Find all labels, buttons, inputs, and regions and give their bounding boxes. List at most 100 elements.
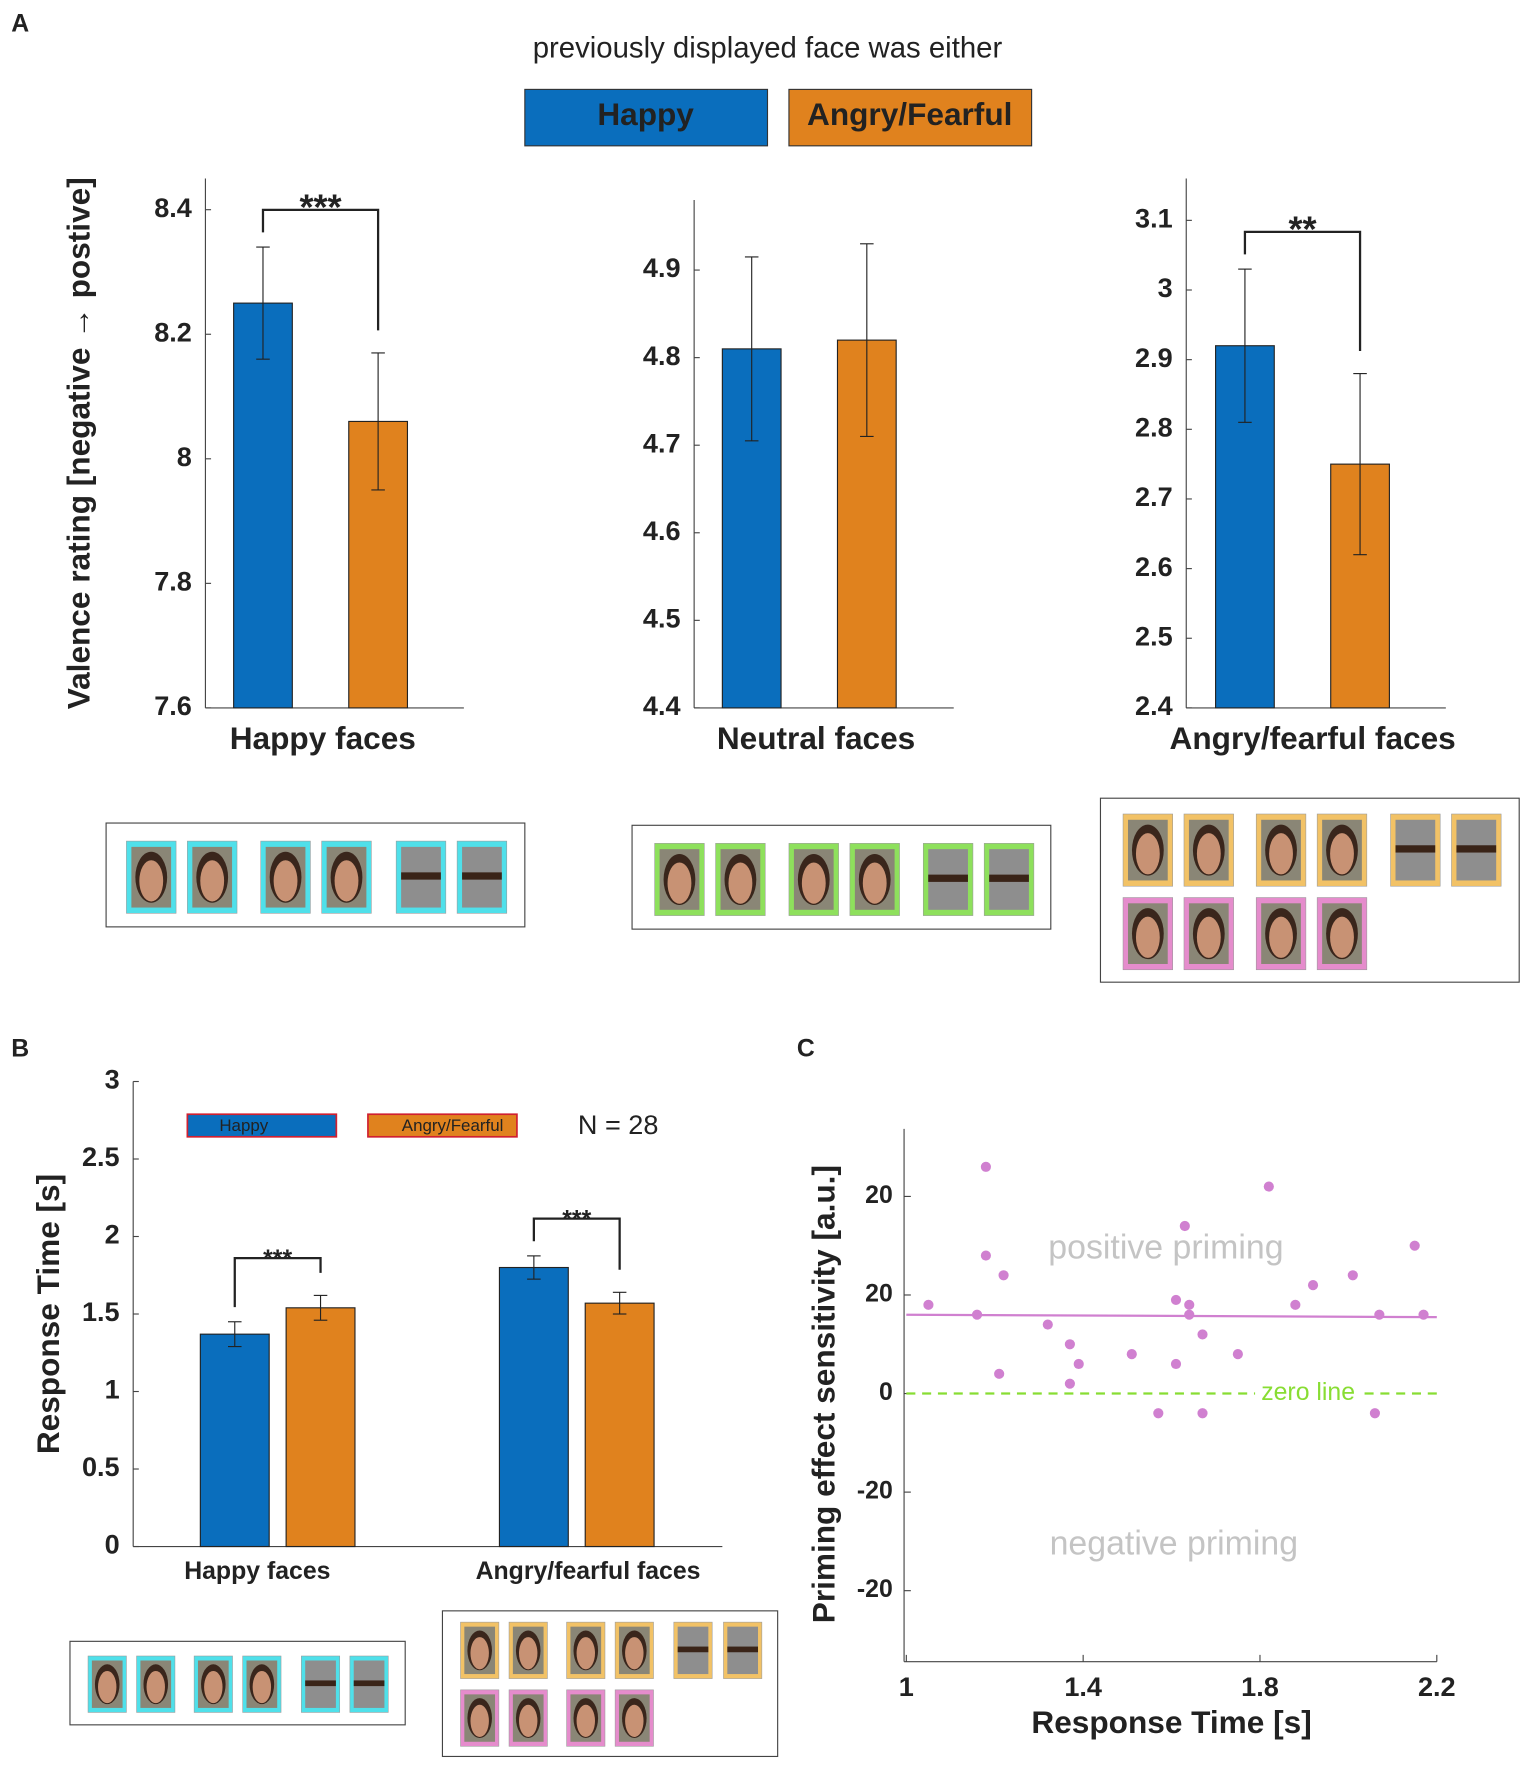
region-label: positive priming [1048, 1229, 1283, 1267]
y-tick-label: 0 [879, 1379, 893, 1406]
thumb-eyes [1395, 845, 1436, 853]
y-tick-label: 7.8 [154, 566, 192, 597]
point [1179, 1220, 1190, 1232]
point [1184, 1299, 1195, 1310]
point [923, 1299, 934, 1310]
bar [498, 1266, 569, 1548]
significance-bracket [261, 208, 380, 331]
y-tick-label: 7.6 [154, 690, 192, 721]
significance-bracket [532, 1217, 621, 1270]
legend-label: Angry/Fearful [402, 1116, 504, 1135]
x-category-label: Happy faces [230, 720, 416, 756]
legend-swatch [788, 88, 1033, 147]
significance-bracket [1243, 230, 1362, 352]
bar [233, 302, 293, 709]
significance-label: *** [299, 186, 342, 227]
y-tick-label: 3 [1158, 272, 1173, 303]
thumb-face [146, 1670, 165, 1704]
legend-label: Happy [219, 1116, 268, 1135]
y-tick-label: 0.5 [82, 1451, 120, 1482]
thumb-face [667, 862, 692, 904]
bar [285, 1307, 356, 1548]
thumb-eyes [677, 1646, 709, 1653]
point [998, 1270, 1009, 1281]
y-tick-label: 8.4 [154, 192, 192, 223]
x-tick-label: 1.8 [1241, 1671, 1279, 1702]
thumb-face [1269, 916, 1293, 958]
y-axis-label: Response Time [s] [30, 1174, 66, 1454]
point [1307, 1280, 1319, 1291]
x-axis-label: Response Time [s] [1031, 1704, 1311, 1740]
y-tick-label: -20 [857, 1576, 893, 1603]
x-category-label: Angry/fearful faces [476, 1558, 701, 1585]
x-category-label: Happy faces [184, 1558, 330, 1585]
zero-line-label-bg [1255, 1380, 1362, 1408]
y-tick-label: 20 [865, 1281, 893, 1308]
y-tick-label: 3 [105, 1064, 120, 1095]
thumb-face [470, 1704, 489, 1738]
thumb-face [470, 1637, 489, 1670]
significance-label: *** [562, 1206, 591, 1233]
thumb-face [728, 862, 753, 904]
thumb-face [200, 860, 225, 902]
y-tick-label: 2.5 [1135, 620, 1173, 651]
legend-label: Angry/Fearful [807, 96, 1012, 132]
thumb-face [519, 1637, 538, 1670]
thumb-eyes [727, 1646, 759, 1653]
thumb-face [519, 1704, 538, 1738]
thumb-face [1330, 833, 1354, 875]
point [1153, 1408, 1164, 1419]
y-tick-label: 3.1 [1135, 203, 1173, 234]
legend-swatch [186, 1113, 338, 1138]
thumb-face [204, 1670, 223, 1704]
point [1409, 1240, 1420, 1251]
point [1197, 1329, 1208, 1340]
thumb-face [273, 860, 298, 902]
point [1418, 1309, 1429, 1320]
thumb-face [334, 860, 359, 902]
region-label: negative priming [1050, 1524, 1298, 1562]
zero-line-label: zero line [1261, 1379, 1355, 1406]
x-tick-label: 2.2 [1418, 1671, 1456, 1702]
thumb-eyes [928, 874, 968, 882]
y-axis-label: Valence rating [negative → postive] [61, 177, 97, 709]
y-tick-label: 1.5 [82, 1296, 120, 1327]
bar [584, 1302, 655, 1548]
y-tick-label: 2.5 [82, 1141, 120, 1172]
thumb-face [862, 862, 887, 904]
thumb-face [625, 1637, 644, 1670]
n-label: N = 28 [578, 1109, 659, 1140]
x-tick-label: 1 [899, 1671, 914, 1702]
legend-title: previously displayed face was either [533, 32, 1003, 65]
point [1170, 1358, 1182, 1370]
significance-label: ** [1288, 208, 1317, 249]
y-tick-label: 4.8 [643, 340, 681, 371]
thumb-face [1196, 833, 1221, 875]
y-tick-label: 4.4 [643, 690, 681, 721]
y-tick-label: 2.6 [1135, 551, 1173, 582]
thumb-face [1196, 916, 1221, 958]
point [1263, 1181, 1274, 1192]
fit-line [906, 1313, 1437, 1319]
y-tick-label: 4.7 [643, 427, 681, 458]
significance-bracket [233, 1257, 322, 1308]
y-tick-label: 20 [865, 1182, 893, 1209]
y-tick-label: 2.8 [1135, 411, 1173, 442]
point [1073, 1358, 1084, 1370]
legend-label: Happy [597, 96, 694, 132]
thumb-face [98, 1670, 117, 1704]
thumb-face [1269, 833, 1293, 875]
y-tick-label: 4.5 [643, 602, 681, 633]
bar [348, 420, 409, 709]
y-tick-label: 0 [105, 1529, 120, 1560]
thumb-face [801, 862, 826, 904]
point [1184, 1309, 1195, 1320]
point [980, 1250, 991, 1261]
point [1042, 1319, 1053, 1330]
point [1374, 1309, 1385, 1320]
point [980, 1161, 991, 1172]
point [1232, 1349, 1243, 1360]
thumb-eyes [305, 1680, 336, 1687]
panel-label: B [11, 1035, 29, 1062]
